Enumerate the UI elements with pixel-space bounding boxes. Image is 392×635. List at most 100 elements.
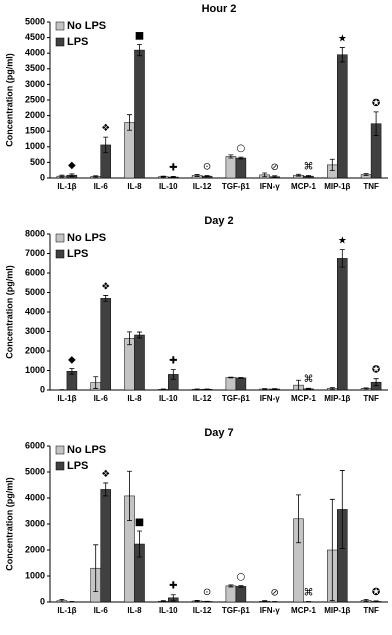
x-tick-label: MCP-1 (291, 182, 316, 191)
y-axis-label: Concentration (pg/ml) (4, 53, 14, 147)
y-tick-label: 2000 (25, 110, 45, 120)
bar (236, 586, 246, 602)
x-tick-label: TGF-β1 (222, 606, 251, 615)
y-axis-label: Concentration (pg/ml) (4, 477, 14, 571)
x-tick-label: MIP-1β (324, 606, 350, 615)
x-tick-label: TNF (363, 182, 379, 191)
bar (125, 122, 135, 178)
bar (125, 338, 135, 390)
chart-title: Day 7 (204, 427, 233, 439)
legend-swatch (56, 234, 64, 242)
annotation-marker: ◆ (68, 354, 76, 365)
legend-label: No LPS (67, 232, 106, 244)
annotation-marker: ○ (237, 572, 246, 583)
y-tick-label: 6000 (25, 440, 45, 450)
error-bar (238, 378, 243, 379)
bar (226, 586, 236, 602)
bar (236, 378, 246, 390)
y-tick-label: 8000 (25, 228, 45, 238)
annotation-marker: ○ (237, 143, 246, 154)
annotation-marker: ⊙ (203, 587, 211, 598)
y-tick-label: 4500 (25, 32, 45, 42)
y-tick-label: 3000 (25, 79, 45, 89)
x-tick-label: IL-12 (193, 606, 212, 615)
x-tick-label: IL-8 (127, 394, 142, 403)
x-tick-label: IL-1β (57, 606, 76, 615)
y-tick-label: 3500 (25, 63, 45, 73)
x-tick-label: TNF (363, 394, 379, 403)
x-tick-label: IL-1β (57, 394, 76, 403)
legend-label: No LPS (67, 20, 106, 32)
legend-label: LPS (67, 248, 88, 260)
y-tick-label: 0 (40, 596, 45, 606)
y-tick-label: 4000 (25, 492, 45, 502)
y-tick-label: 3000 (25, 518, 45, 528)
bar (337, 55, 347, 178)
error-bar (228, 377, 233, 378)
y-tick-label: 1500 (25, 126, 45, 136)
bar (226, 378, 236, 390)
annotation-marker: ❖ (101, 469, 110, 480)
error-bar (69, 601, 74, 602)
x-tick-label: IL-8 (127, 606, 142, 615)
x-tick-label: MIP-1β (324, 182, 350, 191)
x-tick-label: IL-6 (94, 606, 109, 615)
x-tick-label: IFN-γ (260, 394, 281, 403)
legend-swatch (56, 462, 64, 470)
x-tick-label: IL-8 (127, 182, 142, 191)
y-tick-label: 1000 (25, 570, 45, 580)
error-bar (306, 601, 311, 602)
y-tick-label: 5000 (25, 287, 45, 297)
x-tick-label: IL-6 (94, 182, 109, 191)
annotation-marker: ⊘ (271, 587, 279, 598)
legend-swatch (56, 250, 64, 258)
x-tick-label: IL-1β (57, 182, 76, 191)
legend-label: LPS (67, 36, 88, 48)
y-tick-label: 3000 (25, 326, 45, 336)
y-tick-label: 5000 (25, 466, 45, 476)
annotation-marker: ✚ (169, 581, 177, 592)
annotation-marker: ■ (135, 517, 144, 528)
annotation-marker: ✪ (372, 365, 380, 376)
x-tick-label: IL-10 (159, 394, 178, 403)
y-tick-label: 5000 (25, 16, 45, 26)
y-axis-label: Concentration (pg/ml) (4, 265, 14, 359)
annotation-marker: ✪ (372, 98, 380, 109)
error-bar (161, 389, 166, 390)
annotation-marker: ⌘ (304, 374, 314, 385)
annotation-marker: ❖ (101, 281, 110, 292)
error-bar (205, 601, 210, 602)
error-bar (272, 601, 277, 602)
y-tick-label: 7000 (25, 248, 45, 258)
y-tick-label: 2500 (25, 94, 45, 104)
legend-swatch (56, 446, 64, 454)
annotation-marker: ⌘ (304, 587, 314, 598)
x-tick-label: TNF (363, 606, 379, 615)
x-tick-label: IL-6 (94, 394, 109, 403)
y-tick-label: 2000 (25, 544, 45, 554)
legend-swatch (56, 38, 64, 46)
annotation-marker: ⊙ (203, 162, 211, 173)
bar (226, 156, 236, 178)
y-tick-label: 2000 (25, 345, 45, 355)
x-tick-label: MIP-1β (324, 394, 350, 403)
y-tick-label: 0 (40, 172, 45, 182)
annotation-marker: ★ (338, 34, 347, 45)
annotation-marker: ⌘ (304, 162, 314, 173)
annotation-marker: ❖ (101, 123, 110, 134)
bar (337, 258, 347, 390)
annotation-marker: ■ (135, 30, 144, 41)
annotation-marker: ★ (338, 236, 347, 247)
x-tick-label: TGF-β1 (222, 394, 251, 403)
annotation-marker: ⊘ (271, 162, 279, 173)
legend-label: LPS (67, 460, 88, 472)
chart-title: Day 2 (204, 215, 233, 227)
x-tick-label: IL-12 (193, 394, 212, 403)
annotation-marker: ✪ (372, 587, 380, 598)
x-tick-label: MCP-1 (291, 394, 316, 403)
legend-label: No LPS (67, 444, 106, 456)
x-tick-label: TGF-β1 (222, 182, 251, 191)
y-tick-label: 1000 (25, 141, 45, 151)
